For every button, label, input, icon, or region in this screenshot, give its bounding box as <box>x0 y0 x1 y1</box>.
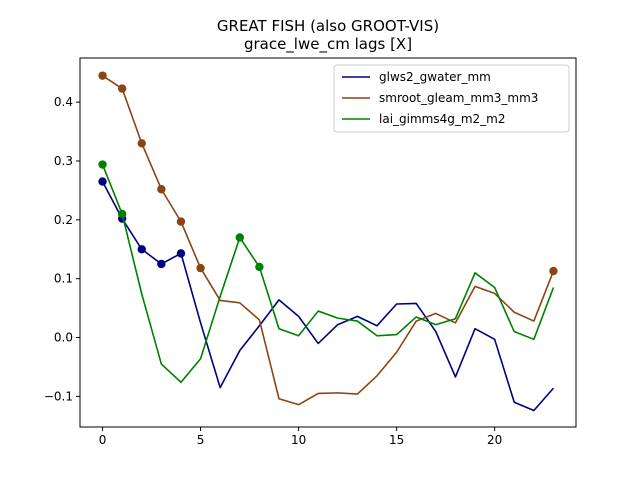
legend-box <box>333 64 570 133</box>
axes-frame <box>79 57 577 428</box>
series-2-marker <box>98 71 107 80</box>
series-3-marker <box>117 209 127 219</box>
x-tick-label: 10 <box>291 433 306 447</box>
x-tick-label: 0 <box>99 433 107 447</box>
series-1-marker <box>98 177 107 186</box>
series-line-2 <box>102 74 555 406</box>
y-tick-label: 0.1 <box>54 272 73 286</box>
series-1-marker <box>137 245 146 254</box>
legend-label: lai_gimms4g_m2_m2 <box>379 112 506 126</box>
x-tick-label: 15 <box>389 433 404 447</box>
series-3-marker <box>98 160 107 169</box>
axes: 0 5 10 15 20 −0.1 0.0 0.1 0.2 0.3 0.4 <box>44 57 577 447</box>
y-tick-label: 0.2 <box>54 213 73 227</box>
x-tick-label: 5 <box>197 433 205 447</box>
plot-area <box>98 71 558 412</box>
series-2-marker <box>137 139 146 148</box>
y-tick-label: 0.4 <box>54 95 73 109</box>
series-2-marker <box>117 84 127 93</box>
series-1-marker <box>176 249 186 258</box>
y-tick-label: −0.1 <box>44 389 73 403</box>
series-2-marker <box>196 263 205 273</box>
x-tick-label: 20 <box>487 433 502 447</box>
series-3-marker <box>255 262 264 272</box>
legend-label: glws2_gwater_mm <box>379 70 491 84</box>
series-1-marker <box>157 259 166 269</box>
chart-subtitle: grace_lwe_cm lags [X] <box>244 35 412 54</box>
series-line-3 <box>101 164 555 384</box>
series-2-marker <box>157 185 166 194</box>
legend: glws2_gwater_mm smroot_gleam_mm3_mm3 lai_g… <box>333 64 570 133</box>
series-2-marker <box>176 217 186 226</box>
legend-label: smroot_gleam_mm3_mm3 <box>379 91 538 105</box>
chart-title: GREAT FISH (also GROOT-VIS) <box>217 17 439 35</box>
y-tick-label: 0.3 <box>54 154 73 168</box>
series-3-marker <box>235 233 244 242</box>
series-line-1 <box>101 181 555 412</box>
y-tick-label: 0.0 <box>54 331 73 345</box>
series-2-marker <box>549 266 558 276</box>
